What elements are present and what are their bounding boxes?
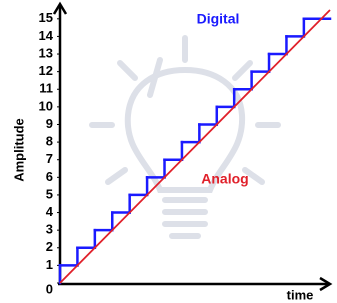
y-tick-label: 15 [39,10,53,25]
y-tick-label: 0 [46,281,53,296]
y-tick-label: 4 [46,204,54,219]
analog-line [60,10,330,283]
y-tick-label: 5 [46,186,53,201]
y-tick-label: 3 [46,222,53,237]
bulb-rays [92,38,278,182]
y-tick-label: 2 [46,239,53,254]
bulb-base [165,200,205,236]
page: Amplitude time 0123456789101112131415Dig… [0,0,337,303]
y-tick-label: 8 [46,134,53,149]
y-tick-label: 13 [39,45,53,60]
y-tick-label: 6 [46,169,53,184]
y-axis-label: Amplitude [11,118,26,182]
y-tick-label: 7 [46,151,53,166]
series-label: Digital [197,11,240,27]
bulb-watermark [92,38,278,236]
y-tick-label: 11 [39,81,53,96]
y-tick-label: 1 [46,257,53,272]
y-tick-label: 12 [39,63,53,78]
y-tick-label: 9 [46,116,53,131]
y-tick-label: 10 [39,98,53,113]
x-axis-label: time [287,287,314,302]
chart: Amplitude time 0123456789101112131415Dig… [0,0,337,303]
y-tick-label: 14 [39,28,54,43]
series-label: Analog [201,171,248,187]
